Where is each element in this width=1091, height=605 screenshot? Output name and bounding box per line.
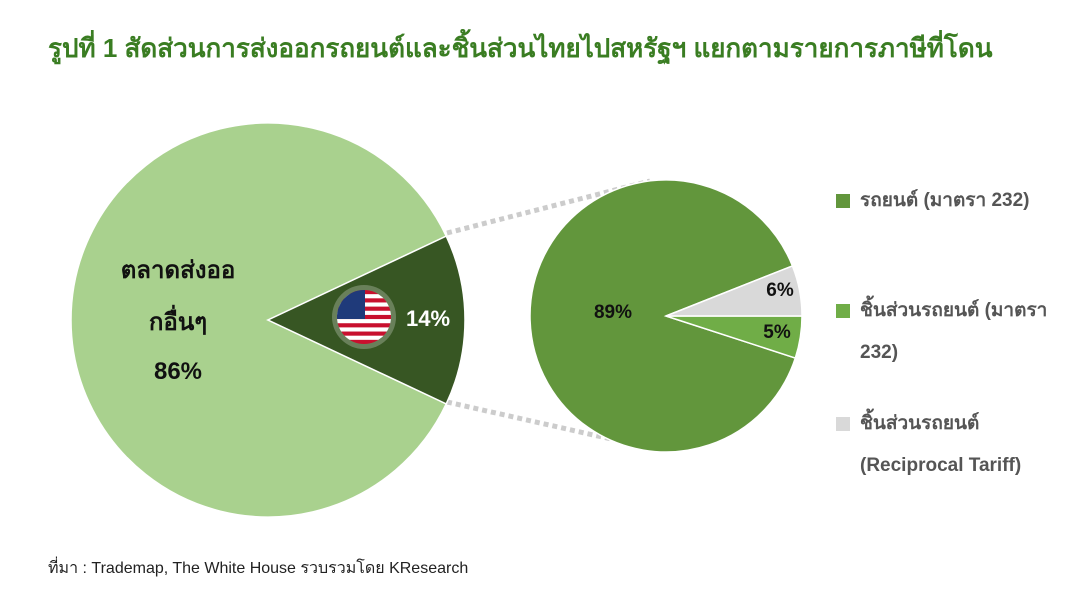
slice-value-label: 5% xyxy=(763,322,791,343)
legend-marker xyxy=(836,194,850,208)
pie-slice xyxy=(665,264,803,317)
flag-icon xyxy=(332,285,396,349)
legend-label: ชิ้นส่วนรถยนต์ (Reciprocal Tariff) xyxy=(860,413,1022,476)
flag-stripe xyxy=(337,319,391,324)
legend-label: รถยนต์ (มาตรา 232) xyxy=(860,190,1030,211)
legend-label: ชิ้นส่วนรถยนต์ (มาตรา 232) xyxy=(860,300,1048,363)
flag-stripe xyxy=(337,323,391,328)
chart-title: รูปที่ 1 สัดส่วนการส่งออกรถยนต์และชิ้นส่… xyxy=(48,33,993,63)
flag-stripe xyxy=(337,339,391,344)
slice-value-label: 6% xyxy=(766,280,794,301)
flag-stripe xyxy=(337,327,391,332)
legend-marker xyxy=(836,417,850,431)
flag-stripe xyxy=(337,335,391,341)
source-note: ที่มา : Trademap, The White House รวบรวม… xyxy=(48,560,469,577)
slice-value-label: 89% xyxy=(593,302,633,323)
slice-value-label: 14% xyxy=(405,306,451,331)
pie-slice xyxy=(529,179,797,453)
flag-stripe xyxy=(337,331,391,336)
slice-value-label: 86% xyxy=(153,358,203,385)
legend-marker xyxy=(836,304,850,318)
pie-slice xyxy=(70,122,448,518)
slice-category-label: ตลาดส่งออกอื่นๆ xyxy=(120,257,236,336)
